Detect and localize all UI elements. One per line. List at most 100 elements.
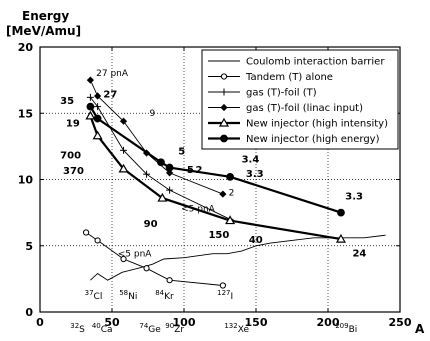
legend-entry: Tandem (T) alone (208, 72, 333, 83)
data-point-circle-filled (220, 134, 228, 143)
data-point-circle-open (94, 237, 101, 244)
legend-entry: New injector (high energy) (208, 134, 380, 145)
legend-label: New injector (high intensity) (246, 119, 388, 130)
element-label: 209Bi (335, 322, 357, 335)
series-2 (82, 229, 226, 289)
data-point-circle-open (220, 73, 228, 80)
data-point-circle-filled (86, 102, 95, 111)
data-point-plus (166, 186, 174, 194)
data-label: 5 (178, 146, 185, 157)
x-tick-label: 200 (317, 316, 340, 329)
data-label: 35 (60, 96, 74, 107)
data-point-triangle (92, 130, 103, 140)
data-label: 3.4 (242, 154, 260, 165)
data-label: 2 (196, 165, 203, 176)
data-point-triangle (85, 110, 96, 120)
data-point-diamond (166, 169, 174, 177)
element-mass: 127 (217, 289, 230, 297)
data-point-diamond (219, 190, 227, 198)
element-label: 37Cl (85, 289, 103, 302)
data-label: 40 (249, 235, 263, 246)
data-point-circle-filled (157, 158, 165, 167)
x-tick-label: 0 (36, 316, 44, 329)
data-point-circle-filled (165, 163, 174, 172)
series-line (85, 232, 223, 286)
x-tick-label: 250 (389, 316, 412, 329)
data-point-circle-filled (93, 114, 102, 123)
legend-entry: Coulomb interaction barrier (208, 57, 385, 68)
data-point-triangle (157, 192, 168, 202)
element-label: 58Ni (119, 289, 137, 302)
series-line (90, 97, 231, 220)
element-mass: 40 (92, 322, 101, 330)
element-mass: 37 (85, 289, 94, 297)
data-point-plus (143, 170, 151, 178)
data-point-plus (86, 93, 94, 101)
legend-label: Coulomb interaction barrier (246, 57, 385, 68)
element-mass: 90 (165, 322, 174, 330)
element-symbol: Kr (164, 292, 174, 302)
element-mass: 84 (155, 289, 164, 297)
y-tick-label: 20 (18, 41, 34, 54)
y-tick-label: 5 (25, 240, 33, 253)
data-label: <5 pnA (181, 204, 216, 214)
data-point-circle-open (120, 255, 127, 263)
data-label: 5 (187, 165, 194, 176)
series-line (89, 79, 224, 195)
data-label: 27 pnA (96, 69, 129, 79)
element-mass: 32 (70, 322, 79, 330)
axes: 0 50 100 150 200 250 0 5 10 15 20 (18, 41, 412, 329)
data-point-diamond (119, 117, 128, 125)
series-4 (86, 76, 227, 198)
legend-label: New injector (high energy) (246, 134, 380, 145)
x-axis-title: A (415, 322, 425, 336)
series-5 (85, 110, 346, 243)
data-label: 700 (60, 150, 81, 161)
data-point-circle-open (143, 265, 150, 272)
element-label: 132Xe (224, 322, 249, 335)
data-label: 150 (208, 230, 229, 241)
element-symbol: I (230, 292, 233, 302)
element-label: 127I (217, 289, 233, 302)
data-label: 90 (144, 219, 158, 230)
element-symbol: Ge (148, 325, 161, 335)
data-point-triangle (218, 117, 230, 127)
data-label: 27 (103, 89, 117, 100)
y-tick-label: 10 (18, 174, 34, 187)
x-tick-label: 150 (245, 316, 268, 329)
legend-label: gas (T)-foil (linac input) (246, 103, 363, 114)
data-point-circle-open (166, 277, 173, 284)
element-mass: 74 (139, 322, 148, 330)
data-point-triangle (335, 233, 346, 243)
y-axis-title-line1: Energy (22, 9, 69, 23)
data-point-diamond (220, 103, 228, 112)
element-symbol: S (79, 325, 85, 335)
y-axis-title: Energy [MeV/Amu] (6, 9, 81, 38)
element-label: 32S (70, 322, 85, 335)
data-point-circle-filled (226, 172, 234, 181)
legend-label: Tandem (T) alone (245, 72, 333, 83)
series-1 (90, 234, 386, 281)
data-point-circle-filled (337, 208, 345, 217)
element-symbol: Ca (101, 325, 113, 335)
y-axis-title-line2: [MeV/Amu] (6, 24, 81, 38)
data-label: <5 pnA (118, 249, 153, 259)
data-point-plus (220, 88, 228, 96)
element-label: 74Ge (139, 322, 161, 335)
series-group (82, 76, 386, 289)
data-label: 370 (63, 166, 84, 177)
element-mass: 209 (335, 322, 348, 330)
data-point-circle-open (219, 282, 226, 289)
data-label: 2 (229, 188, 235, 198)
data-label: 3.3 (246, 169, 264, 180)
series-line (89, 115, 342, 241)
element-symbol: Cl (94, 292, 103, 302)
legend-label: gas (T)-foil (T) (246, 88, 317, 99)
data-label: 19 (66, 119, 80, 130)
data-point-triangle (225, 215, 236, 225)
element-mass: 132 (224, 322, 237, 330)
element-symbol: Xe (238, 325, 250, 335)
